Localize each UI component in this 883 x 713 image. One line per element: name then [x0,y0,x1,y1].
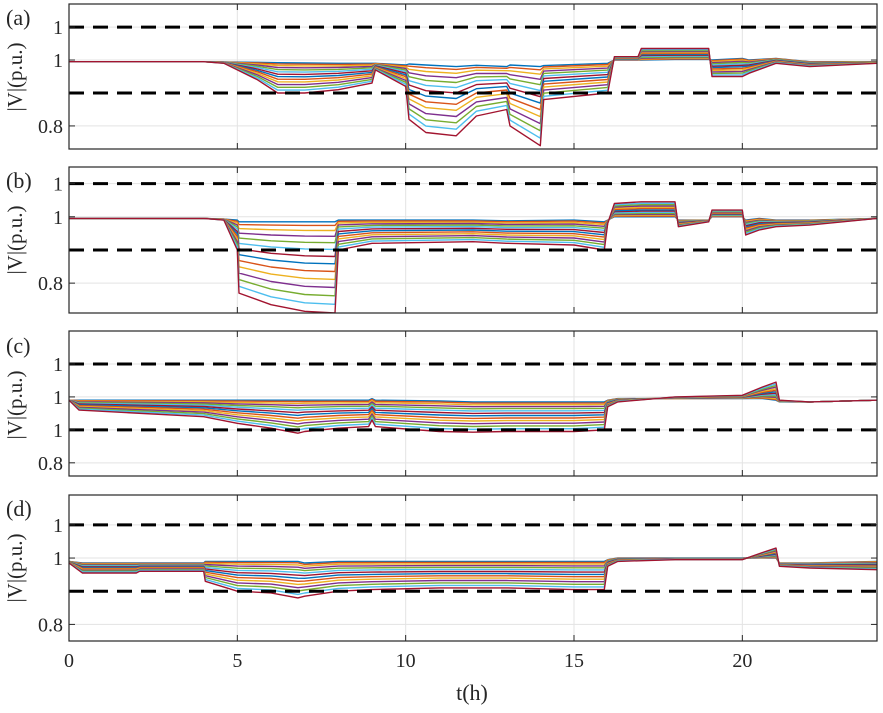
panel-a-series-5 [69,56,877,86]
panel-c-series-5 [69,395,877,410]
panel-d-ytick-label: 0.8 [38,614,63,636]
panel-a-series-group [69,47,877,147]
panel-a-ytick-label: 1 [53,50,63,72]
panel-b-ytick-label: 0.8 [38,273,63,295]
panel-d-series-14 [69,547,877,599]
panel-c-frame [68,330,878,477]
panel-a-series-3 [69,57,877,75]
panel-d-ylabel: |V|(p.u.) [3,533,27,602]
panel-a-series-14 [69,47,877,147]
panel-c-series-11 [69,386,877,425]
panel-c-series-7 [69,392,877,415]
panel-b-label: (b) [6,168,32,193]
panel-b: (b) |V|(p.u.) 0.8 1 1 [3,166,878,314]
panel-a-series-13 [69,48,877,139]
panel-c-series-8 [69,391,877,417]
x-tick-label: 5 [232,650,242,672]
panel-a-ytick-label: 0.8 [38,116,63,138]
panel-a-ytick-label: 1 [53,17,63,39]
panel-c-series-12 [69,384,877,428]
panel-c-series-6 [69,394,877,412]
panel-a-frame [68,3,878,150]
panel-a-series-10 [69,51,877,118]
panel-a-series-7 [69,54,877,98]
panel-b-series-group [69,201,877,313]
panel-c-series-group [69,381,877,434]
x-tick-label: 0 [64,650,74,672]
panel-c-ylabel: |V|(p.u.) [3,370,27,439]
panel-b-ytick-label: 1 [53,174,63,196]
x-axis-label: t(h) [456,680,488,705]
panel-b-frame [68,166,878,314]
panel-c-series-10 [69,388,877,422]
panel-a-series-8 [69,53,877,104]
panel-a-series-11 [69,50,877,125]
panel-c-series-9 [69,389,877,420]
panel-a-ylabel: |V|(p.u.) [3,42,27,111]
panel-c-label: (c) [6,333,30,358]
panel-c-series-4 [69,396,877,408]
panel-d-label: (d) [6,496,32,521]
x-tick-label: 10 [396,650,416,672]
panel-a: (a) |V|(p.u.) 0.8 1 1 [3,3,878,150]
panel-d-ytick-label: 1 [53,515,63,537]
panel-d-series-group [69,547,877,599]
panel-a-series-2 [69,57,877,71]
panel-b-ylabel: |V|(p.u.) [3,205,27,274]
panel-a-series-12 [69,49,877,132]
x-tick-label: 15 [564,650,584,672]
panel-c-ytick-label: 1 [53,354,63,376]
panel-c-series-14 [69,381,877,434]
panel-c-ytick-label: 1 [53,420,63,442]
panel-c: (c) |V|(p.u.) 0.8 1 1 1 [3,330,878,477]
panel-d-frame [68,494,878,642]
panel-c-ytick-label: 0.8 [38,453,63,475]
panel-a-label: (a) [6,5,30,30]
panel-c-series-13 [69,383,877,431]
panel-c-ytick-label: 1 [53,387,63,409]
panel-d-ytick-label: 1 [53,548,63,570]
x-tick-label: 20 [732,650,752,672]
panel-a-series-6 [69,55,877,92]
panel-a-series-4 [69,56,877,80]
panel-b-ytick-label: 1 [53,207,63,229]
